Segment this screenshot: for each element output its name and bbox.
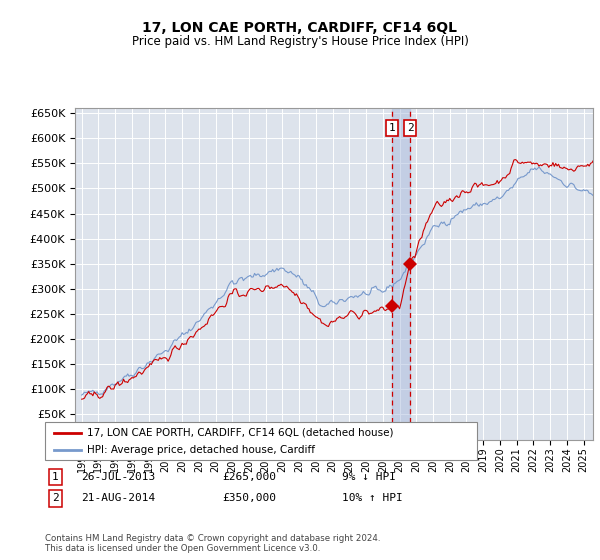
Text: 26-JUL-2013: 26-JUL-2013 [81, 472, 155, 482]
Text: 9% ↓ HPI: 9% ↓ HPI [342, 472, 396, 482]
Text: 17, LON CAE PORTH, CARDIFF, CF14 6QL (detached house): 17, LON CAE PORTH, CARDIFF, CF14 6QL (de… [87, 428, 394, 438]
Text: HPI: Average price, detached house, Cardiff: HPI: Average price, detached house, Card… [87, 445, 315, 455]
Text: Contains HM Land Registry data © Crown copyright and database right 2024.
This d: Contains HM Land Registry data © Crown c… [45, 534, 380, 553]
Text: Price paid vs. HM Land Registry's House Price Index (HPI): Price paid vs. HM Land Registry's House … [131, 35, 469, 48]
Text: 2: 2 [52, 493, 59, 503]
Text: 1: 1 [52, 472, 59, 482]
Text: 17, LON CAE PORTH, CARDIFF, CF14 6QL: 17, LON CAE PORTH, CARDIFF, CF14 6QL [143, 21, 458, 35]
Text: £265,000: £265,000 [222, 472, 276, 482]
Text: 2: 2 [407, 123, 413, 133]
Text: 1: 1 [389, 123, 395, 133]
Text: £350,000: £350,000 [222, 493, 276, 503]
Text: 10% ↑ HPI: 10% ↑ HPI [342, 493, 403, 503]
Bar [392, 108, 410, 440]
Text: 21-AUG-2014: 21-AUG-2014 [81, 493, 155, 503]
